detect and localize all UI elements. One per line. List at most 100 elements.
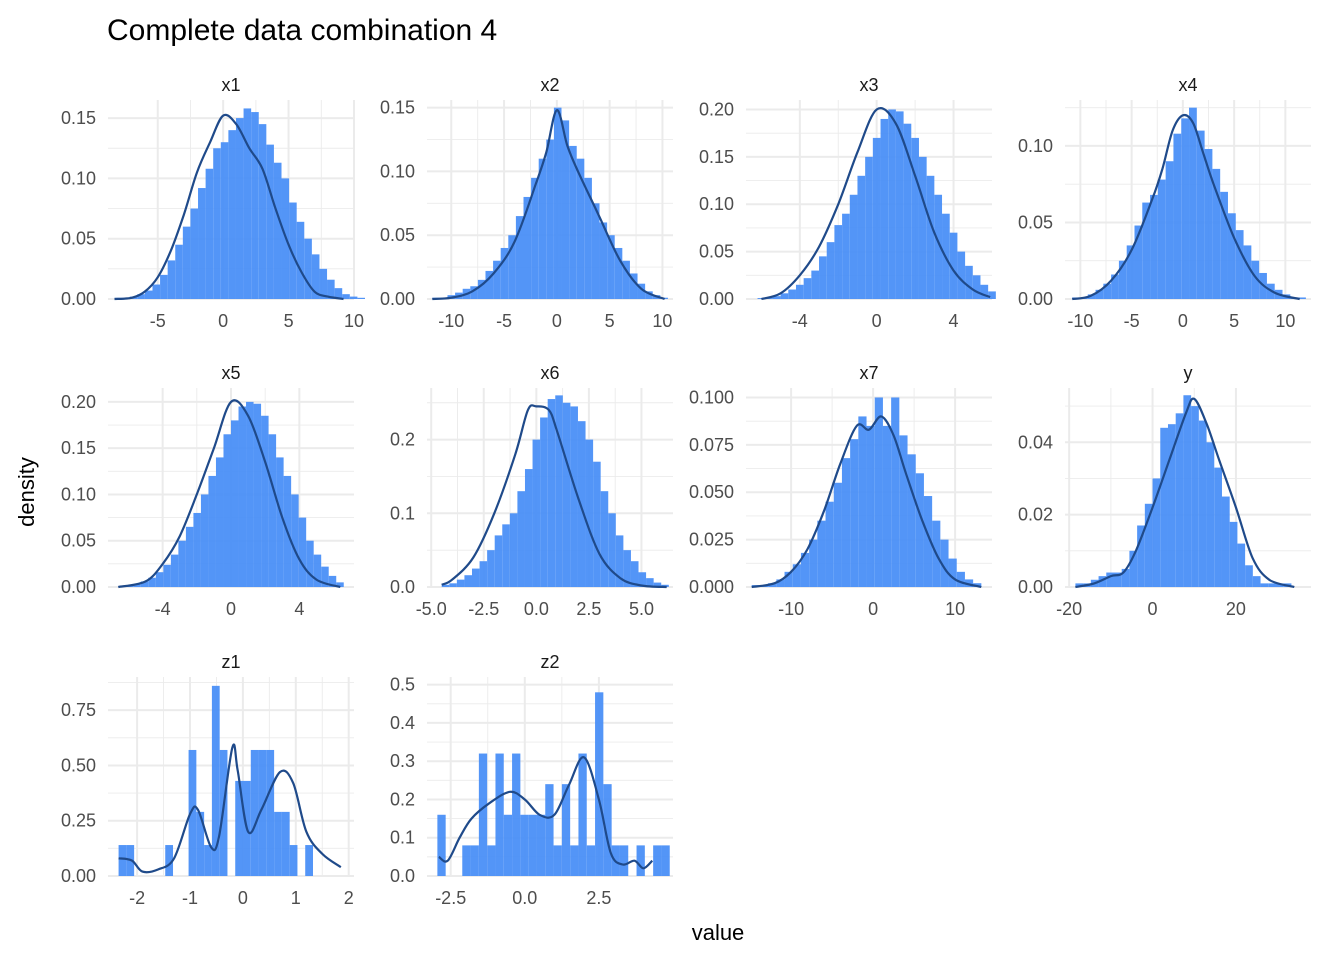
- y-tick-label: 0.00: [380, 289, 415, 309]
- histogram-bar: [250, 749, 259, 876]
- histogram-bar: [1275, 583, 1284, 587]
- x-tick-label: 4: [949, 311, 959, 331]
- histogram-bar: [133, 584, 141, 587]
- histogram-bar: [1237, 543, 1246, 587]
- histogram-bar: [235, 118, 244, 299]
- histogram-bar: [874, 397, 883, 587]
- histogram-bar: [1157, 179, 1166, 299]
- histogram-bar: [1118, 260, 1127, 299]
- x-tick-label: 10: [1275, 311, 1295, 331]
- histogram-bar: [949, 232, 958, 299]
- histogram-bar: [478, 753, 488, 876]
- histogram-bar: [211, 685, 220, 876]
- histogram-bar: [479, 561, 488, 587]
- histogram-bar: [185, 526, 194, 587]
- histogram-bar: [768, 583, 777, 587]
- x-tick-label: -20: [1056, 599, 1082, 619]
- histogram-bar: [646, 578, 654, 587]
- histogram-bar: [198, 188, 206, 299]
- panel-x1: x1 0.00 0.05 0.10 0.15 -5 0 5 10: [61, 75, 365, 331]
- histogram-bar: [1189, 107, 1197, 300]
- x-tick-label: -4: [792, 311, 808, 331]
- density-curve: [438, 756, 654, 870]
- histogram-bar: [576, 158, 585, 299]
- histogram-bar: [849, 194, 858, 299]
- x-tick-label: 4: [294, 599, 304, 619]
- histogram-bar: [258, 749, 267, 876]
- histogram-bar: [532, 439, 541, 587]
- panel-title: z2: [540, 652, 559, 672]
- histogram-bar: [1229, 521, 1238, 587]
- histogram-bar: [531, 177, 539, 299]
- y-tick-label: 0.00: [61, 866, 96, 886]
- histogram-bar: [776, 579, 785, 587]
- histogram-bar: [586, 845, 596, 876]
- histogram-bar: [561, 784, 571, 876]
- histogram-bar: [795, 284, 804, 299]
- histogram-bar: [1214, 467, 1222, 587]
- histogram-bar: [1268, 583, 1276, 587]
- y-tick-label: 0.04: [1018, 432, 1053, 452]
- histogram-bar: [1106, 572, 1114, 587]
- chart-title: Complete data combination 4: [107, 14, 497, 47]
- x-tick-label: 0: [1148, 599, 1158, 619]
- histogram-bar: [167, 260, 176, 299]
- panel-title: z1: [221, 652, 240, 672]
- histogram-bar: [1298, 297, 1306, 299]
- x-tick-label: 0.0: [512, 888, 537, 908]
- histogram-bar: [1220, 191, 1228, 299]
- x-tick-label: 0: [1178, 311, 1188, 331]
- histogram-bar: [882, 425, 892, 587]
- histogram-bar: [1160, 427, 1168, 587]
- histogram-bar: [538, 158, 547, 299]
- x-tick-label: 0.0: [524, 599, 549, 619]
- histogram-bar: [200, 494, 209, 587]
- y-tick-label: 0.25: [61, 811, 96, 831]
- histogram-bar: [144, 290, 153, 299]
- histogram-bar: [524, 469, 533, 587]
- histogram-bar: [842, 213, 850, 299]
- panel-title: x3: [859, 75, 878, 95]
- histogram-bar: [1144, 503, 1153, 587]
- histogram-bar: [788, 289, 796, 299]
- y-tick-label: 0.10: [61, 484, 96, 504]
- histogram-bar: [253, 403, 262, 587]
- histogram-bar: [614, 247, 623, 299]
- histogram-bar: [907, 454, 916, 587]
- y-tick-label: 0.05: [61, 229, 96, 249]
- histogram-bar: [243, 108, 252, 300]
- histogram-bar: [636, 845, 645, 876]
- histogram-bar: [1191, 406, 1199, 587]
- histogram-bar: [948, 558, 957, 587]
- histogram-bar: [477, 279, 486, 299]
- y-tick-label: 0.10: [380, 161, 415, 181]
- x-tick-label: 0: [226, 599, 236, 619]
- histogram-bar: [772, 296, 781, 299]
- x-tick-label: 2.5: [576, 599, 601, 619]
- histogram-bar: [1165, 161, 1174, 299]
- histogram-bar: [163, 564, 171, 587]
- y-tick-label: 0.4: [390, 713, 415, 733]
- y-tick-label: 0.2: [390, 430, 415, 450]
- x-tick-label: -10: [438, 311, 464, 331]
- histogram-bar: [148, 577, 156, 587]
- histogram-bar: [637, 283, 646, 299]
- y-tick-label: 0.15: [61, 108, 96, 128]
- histogram-bar: [841, 458, 851, 587]
- histogram-bar: [608, 513, 616, 587]
- histogram-bar: [622, 260, 630, 299]
- panel-y: y 0.00 0.02 0.04 -20 0 20: [1018, 363, 1311, 619]
- density-curve: [1075, 397, 1295, 589]
- histogram-bar: [494, 535, 503, 587]
- histogram-bar: [520, 814, 529, 876]
- x-tick-label: -5: [150, 311, 166, 331]
- histogram-bar: [965, 265, 973, 299]
- histogram-bar: [603, 784, 612, 876]
- histogram-bar: [577, 421, 586, 587]
- histogram-bar: [523, 196, 532, 299]
- y-tick-label: 0.0: [390, 866, 415, 886]
- histogram-bar: [819, 256, 827, 299]
- x-tick-label: 2.5: [586, 888, 611, 908]
- x-tick-label: -5: [1124, 311, 1140, 331]
